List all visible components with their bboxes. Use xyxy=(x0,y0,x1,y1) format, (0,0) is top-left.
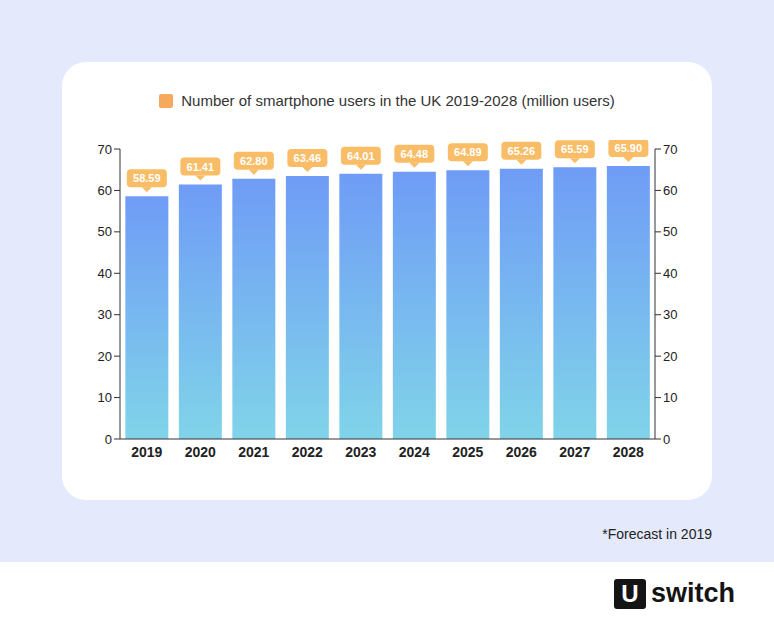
svg-text:0: 0 xyxy=(105,432,112,447)
html-text:Number of smartphone users in: Number of smartphone users in the UK 201… xyxy=(181,92,615,109)
svg-text:10: 10 xyxy=(98,390,112,405)
svg-text:2022: 2022 xyxy=(292,444,323,460)
svg-text:70: 70 xyxy=(663,142,677,157)
svg-text:60: 60 xyxy=(663,183,677,198)
svg-text:2024: 2024 xyxy=(399,444,430,460)
svg-text:20: 20 xyxy=(98,349,112,364)
svg-text:64.89: 64.89 xyxy=(454,146,482,158)
svg-text:65.26: 65.26 xyxy=(508,145,536,157)
html-text:switch: switch xyxy=(651,578,735,608)
svg-text:40: 40 xyxy=(663,266,677,281)
svg-text:2019: 2019 xyxy=(131,444,162,460)
svg-text:65.59: 65.59 xyxy=(561,143,589,155)
svg-text:30: 30 xyxy=(663,307,677,322)
svg-text:10: 10 xyxy=(663,390,677,405)
svg-text:62.80: 62.80 xyxy=(240,155,268,167)
svg-text:2021: 2021 xyxy=(238,444,269,460)
svg-text:64.01: 64.01 xyxy=(347,150,375,162)
svg-text:20: 20 xyxy=(663,349,677,364)
svg-text:64.48: 64.48 xyxy=(401,148,429,160)
svg-text:70: 70 xyxy=(98,142,112,157)
svg-text:65.90: 65.90 xyxy=(615,142,643,154)
svg-text:2023: 2023 xyxy=(345,444,376,460)
svg-text:40: 40 xyxy=(98,266,112,281)
html-text:U: U xyxy=(621,579,639,607)
svg-text:63.46: 63.46 xyxy=(294,152,322,164)
svg-text:58.59: 58.59 xyxy=(133,172,161,184)
svg-text:30: 30 xyxy=(98,307,112,322)
svg-text:50: 50 xyxy=(98,224,112,239)
svg-text:61.41: 61.41 xyxy=(187,161,215,173)
svg-text:0: 0 xyxy=(663,432,670,447)
svg-text:2020: 2020 xyxy=(185,444,216,460)
svg-text:2028: 2028 xyxy=(613,444,644,460)
svg-text:2026: 2026 xyxy=(506,444,537,460)
svg-text:60: 60 xyxy=(98,183,112,198)
html-text:*Forecast in 2019: *Forecast in 2019 xyxy=(602,526,712,542)
svg-text:2027: 2027 xyxy=(559,444,590,460)
svg-text:50: 50 xyxy=(663,224,677,239)
svg-text:2025: 2025 xyxy=(452,444,483,460)
